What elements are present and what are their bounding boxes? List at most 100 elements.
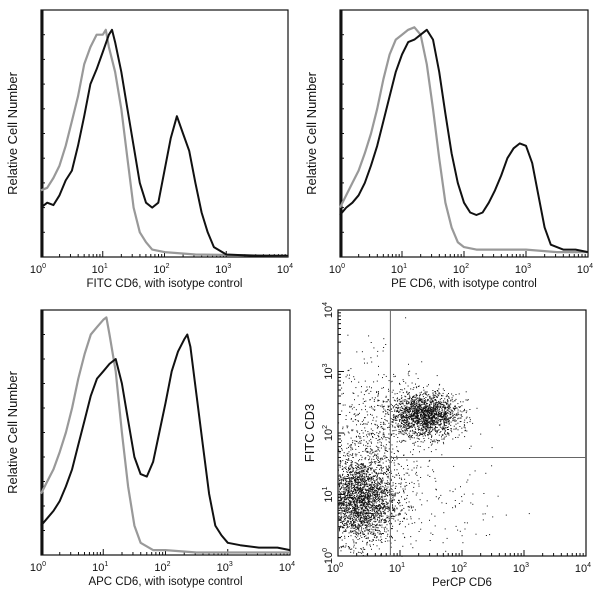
scatter-point — [386, 396, 387, 397]
scatter-point — [452, 416, 453, 417]
scatter-point — [393, 422, 394, 423]
scatter-point — [373, 381, 374, 382]
scatter-point — [365, 525, 366, 526]
scatter-point — [386, 467, 387, 468]
scatter-point — [379, 478, 380, 479]
scatter-point — [379, 400, 380, 401]
scatter-point — [346, 508, 347, 509]
scatter-point — [416, 410, 417, 411]
scatter-point — [382, 438, 383, 439]
scatter-point — [357, 432, 358, 433]
scatter-point — [366, 510, 367, 511]
scatter-point — [421, 417, 422, 418]
scatter-point — [429, 416, 430, 417]
scatter-point — [406, 498, 407, 499]
scatter-point — [437, 427, 438, 428]
scatter-point — [394, 516, 395, 517]
scatter-point — [384, 499, 385, 500]
scatter-point — [418, 399, 419, 400]
scatter-point — [423, 393, 424, 394]
scatter-point — [457, 403, 458, 404]
scatter-point — [352, 467, 353, 468]
scatter-point — [371, 549, 372, 550]
scatter-point — [448, 408, 449, 409]
scatter-point — [395, 483, 396, 484]
scatter-point — [369, 386, 370, 387]
scatter-point — [377, 475, 378, 476]
scatter-point — [362, 517, 363, 518]
scatter-point — [452, 439, 453, 440]
scatter-point — [405, 422, 406, 423]
scatter-point — [384, 522, 385, 523]
scatter-point — [403, 420, 404, 421]
scatter-point — [355, 454, 356, 455]
scatter-point — [431, 404, 432, 405]
scatter-point — [469, 409, 470, 410]
scatter-point — [450, 412, 451, 413]
scatter-point — [365, 479, 366, 480]
scatter-point — [360, 472, 361, 473]
scatter-point — [406, 433, 407, 434]
scatter-point — [369, 462, 370, 463]
scatter-point — [440, 421, 441, 422]
scatter-point — [350, 446, 351, 447]
scatter-point — [461, 428, 462, 429]
scatter-point — [382, 509, 383, 510]
scatter-point — [422, 418, 423, 419]
scatter-point — [444, 402, 445, 403]
scatter-point — [412, 412, 413, 413]
scatter-point — [341, 487, 342, 488]
scatter-point — [351, 483, 352, 484]
scatter-point — [374, 434, 375, 435]
scatter-point — [346, 476, 347, 477]
scatter-point — [349, 516, 350, 517]
scatter-point — [431, 439, 432, 440]
scatter-point — [353, 512, 354, 513]
scatter-point — [356, 532, 357, 533]
x-tick-label: 103 — [513, 562, 529, 575]
scatter-point — [377, 509, 378, 510]
scatter-point — [428, 414, 429, 415]
scatter-point — [378, 405, 379, 406]
scatter-point — [364, 469, 365, 470]
scatter-point — [413, 406, 414, 407]
scatter-point — [343, 489, 344, 490]
scatter-point — [386, 448, 387, 449]
scatter-point — [392, 411, 393, 412]
scatter-point — [400, 521, 401, 522]
scatter-point — [382, 497, 383, 498]
scatter-point — [372, 479, 373, 480]
scatter-point — [349, 532, 350, 533]
scatter-point — [469, 448, 470, 449]
scatter-point — [398, 407, 399, 408]
scatter-point — [445, 430, 446, 431]
scatter-point — [368, 512, 369, 513]
scatter-point — [454, 429, 455, 430]
scatter-point — [342, 532, 343, 533]
scatter-point — [362, 424, 363, 425]
scatter-point — [387, 515, 388, 516]
scatter-point — [413, 425, 414, 426]
scatter-point — [358, 395, 359, 396]
scatter-point — [374, 455, 375, 456]
scatter-point — [407, 426, 408, 427]
scatter-point — [422, 425, 423, 426]
scatter-point — [427, 395, 428, 396]
x-tick-exponent: 4 — [291, 561, 295, 568]
scatter-point — [449, 398, 450, 399]
scatter-point — [402, 521, 403, 522]
scatter-point — [346, 525, 347, 526]
scatter-point — [344, 515, 345, 516]
scatter-point — [383, 486, 384, 487]
scatter-point — [397, 425, 398, 426]
scatter-point — [459, 393, 460, 394]
scatter-point — [387, 492, 388, 493]
scatter-point — [358, 534, 359, 535]
scatter-point — [427, 409, 428, 410]
scatter-point — [446, 427, 447, 428]
scatter-point — [358, 552, 359, 553]
scatter-point — [421, 412, 422, 413]
scatter-point — [425, 429, 426, 430]
scatter-point — [412, 427, 413, 428]
scatter-point — [378, 458, 379, 459]
